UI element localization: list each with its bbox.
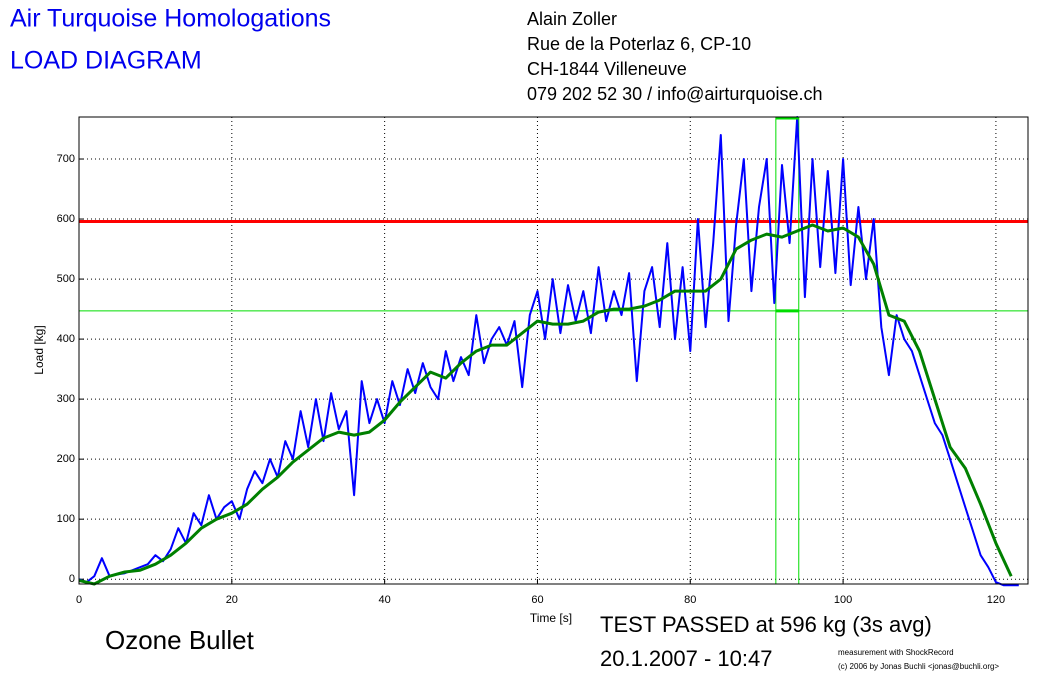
chart-title: Air Turquoise Homologations [10,5,331,33]
y-tick-label: 400 [57,333,75,345]
data-line [78,223,1013,586]
x-tick-label: 60 [531,594,543,606]
plot-frame [78,116,1029,585]
y-tick-label: 100 [57,513,75,525]
address-line: Rue de la Poterlaz 6, CP-10 [527,34,751,54]
y-tick-label: 500 [57,273,75,285]
y-tick-label: 700 [57,153,75,165]
y-tick-label: 0 [69,573,75,585]
chart-subtitle: LOAD DIAGRAM [10,47,202,75]
credit: (c) 2006 by Jonas Buchli <jonas@buchli.o… [838,662,999,671]
x-tick-label: 80 [684,594,696,606]
y-tick-label: 300 [57,393,75,405]
address-line: Alain Zoller [527,9,617,29]
y-tick-label: 600 [57,213,75,225]
date: 20.1.2007 - 10:47 [600,646,772,671]
credit: measurement with ShockRecord [838,648,954,657]
x-tick-label: 0 [76,594,82,606]
address-line: CH-1844 Villeneuve [527,59,687,79]
address-line: 079 202 52 30 / info@airturquoise.ch [527,84,822,104]
result: TEST PASSED at 596 kg (3s avg) [600,612,932,637]
y-axis-label: Load [kg] [32,325,46,374]
x-tick-label: 20 [226,594,238,606]
x-axis-label: Time [s] [530,611,572,625]
x-tick-label: 120 [987,594,1005,606]
y-tick-label: 200 [57,453,75,465]
x-tick-label: 40 [379,594,391,606]
x-tick-label: 100 [834,594,852,606]
glider-name: Ozone Bullet [105,625,255,655]
